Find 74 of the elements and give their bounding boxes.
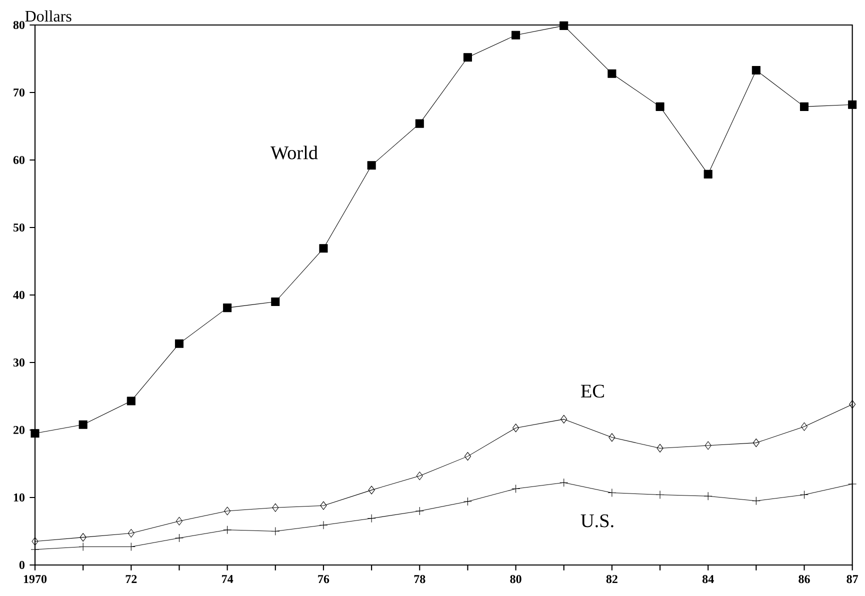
series-label: EC [580, 384, 604, 398]
point [30, 429, 40, 438]
y-tick-label: 60 [13, 156, 25, 164]
point [512, 484, 520, 493]
point [464, 452, 471, 461]
x-tick-label: 80 [510, 575, 522, 584]
point [463, 497, 472, 506]
text: World [270, 146, 318, 160]
point [800, 490, 809, 500]
x-tick-label: 87 [846, 575, 858, 584]
x-tick-label: 84 [702, 575, 714, 584]
point [126, 396, 136, 406]
y-tick-label: 0 [19, 560, 25, 570]
point [272, 503, 279, 512]
point [319, 244, 328, 253]
point [560, 21, 568, 30]
point [463, 53, 472, 62]
point [752, 438, 760, 448]
point [271, 297, 280, 306]
point [174, 534, 184, 542]
point [800, 102, 809, 111]
point [656, 102, 664, 111]
y-tick-label: 30 [13, 358, 25, 367]
point [608, 69, 616, 78]
y-tick-label: 10 [14, 493, 25, 502]
point [415, 119, 424, 128]
point [608, 433, 616, 442]
point [560, 478, 568, 487]
point [176, 516, 183, 526]
point [368, 486, 375, 494]
point [223, 526, 232, 534]
y-tick-label: 40 [13, 290, 25, 300]
point [656, 490, 664, 500]
y-tick-label: 50 [13, 223, 25, 232]
x-tick-label: 86 [798, 575, 810, 584]
x-tick-label: 72 [126, 575, 137, 583]
point [319, 520, 328, 530]
y-axis-title: Dollars [25, 10, 72, 22]
point [512, 30, 520, 40]
point [367, 514, 376, 523]
point [271, 526, 280, 536]
point [32, 537, 38, 546]
point [78, 420, 88, 429]
point [704, 170, 712, 178]
point [800, 422, 808, 431]
point [80, 533, 86, 542]
point [849, 400, 856, 409]
point [320, 501, 327, 510]
point [704, 492, 712, 500]
x-tick-label: 74 [222, 575, 234, 583]
y-tick-label: 80 [13, 20, 25, 30]
series-label: U.S. [580, 514, 614, 528]
point [367, 161, 376, 170]
point [656, 444, 664, 452]
point [704, 441, 712, 450]
point [560, 414, 568, 424]
x-tick-label: 82 [606, 575, 618, 584]
point [223, 304, 232, 312]
point [848, 100, 857, 109]
point [848, 480, 857, 488]
x-tick-label: 76 [318, 575, 330, 584]
point [224, 506, 231, 516]
point [512, 424, 520, 432]
point [608, 488, 616, 498]
point [752, 66, 760, 74]
x-tick-label: 78 [414, 575, 426, 584]
point [128, 528, 134, 538]
x-tick-label: 1970 [24, 575, 47, 584]
point [174, 339, 184, 348]
point [415, 506, 424, 516]
point [752, 496, 760, 506]
y-tick-label: 20 [13, 426, 25, 434]
point [416, 472, 423, 480]
y-tick-label: 70 [14, 88, 25, 97]
